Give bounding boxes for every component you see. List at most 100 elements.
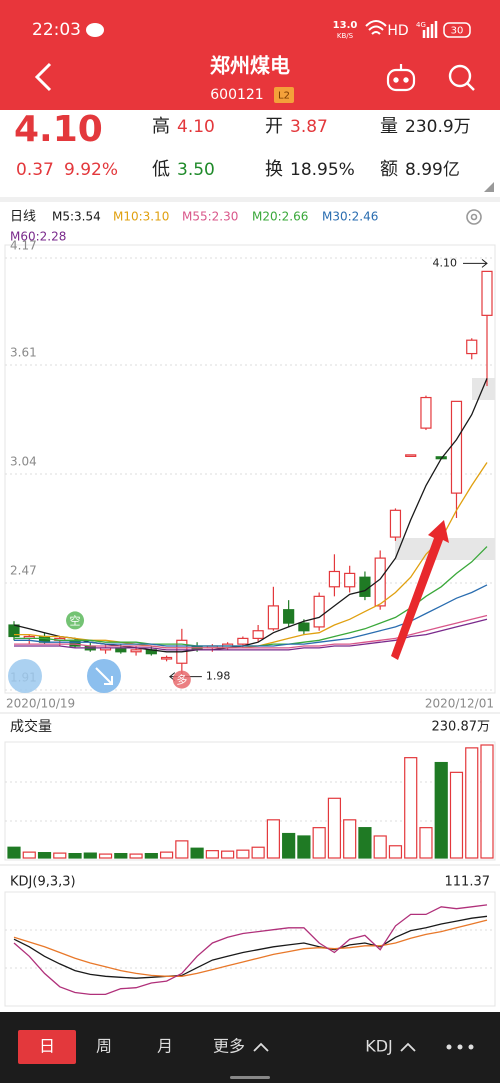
volume-frame [4, 741, 496, 861]
quote-value: 4.10 [177, 117, 215, 137]
volume-bar [175, 840, 189, 859]
quote-label: 开 [265, 116, 283, 137]
indicator-tab[interactable]: KDJ [365, 1037, 393, 1056]
volume-bar [205, 850, 219, 859]
tab[interactable]: 周 [96, 1037, 112, 1056]
volume-bar [373, 835, 387, 859]
dot [446, 1044, 452, 1050]
float-button[interactable] [8, 659, 42, 693]
candle-body [359, 576, 371, 597]
x-tick-label: 2020/10/19 [6, 697, 75, 711]
stock-name: 郑州煤电 [210, 54, 290, 78]
tab[interactable]: 日 [39, 1037, 55, 1056]
net-unit: KB/S [337, 32, 354, 40]
gear-icon [466, 209, 482, 225]
high-label: 4.10 [433, 256, 458, 269]
volume-bar [266, 819, 280, 859]
search-handle [466, 82, 475, 91]
tab[interactable]: 月 [157, 1037, 173, 1056]
candle-body [283, 609, 295, 624]
price-change-pct: 9.92% [64, 160, 118, 180]
y-tick-label: 4.17 [10, 239, 37, 253]
low-label: 1.98 [206, 670, 231, 683]
legend-entry: M10:3.10 [113, 210, 169, 224]
signal-text: 空 [70, 613, 81, 627]
volume-bar [22, 851, 36, 859]
volume-bar [297, 835, 311, 859]
caret [253, 1042, 269, 1052]
badge-bg [274, 87, 294, 103]
indicator-line [13, 904, 488, 996]
battery [443, 22, 471, 38]
legend-entry: M20:2.66 [252, 210, 308, 224]
dot [457, 1044, 463, 1050]
high-arrow [463, 258, 488, 268]
legend-entry: M30:2.46 [322, 210, 378, 224]
quote-label: 低 [152, 159, 170, 180]
range-shade [395, 538, 495, 560]
stock-code: 600121 [210, 87, 263, 103]
level-badge: L2 [278, 91, 290, 102]
quote-value: 18.95% [290, 160, 355, 180]
range-shade [472, 378, 495, 400]
legend-entry: M5:3.54 [52, 210, 101, 224]
net-speed: 13.0 [333, 20, 358, 31]
overlay [8, 520, 449, 693]
more-button[interactable] [446, 1044, 474, 1050]
volume-bar [480, 744, 494, 859]
indicator-line [14, 614, 488, 649]
candle-body [252, 630, 264, 639]
quote-label: 量 [380, 116, 398, 137]
volume-bar [190, 847, 204, 859]
robot-button[interactable] [386, 64, 416, 92]
volume-bar [221, 850, 235, 859]
y-tick-label: 3.04 [10, 455, 37, 469]
y-tick-label: 2.47 [10, 563, 37, 577]
candle-body [160, 656, 173, 660]
signal-bars [422, 21, 438, 38]
indicator-line [14, 618, 488, 651]
candle-body [466, 339, 478, 355]
quote-fields: 高 4.10 开 3.87 量 230.9万低 3.50 换 18.95% 额 8.99亿 [152, 116, 471, 180]
y-tick-label: 3.61 [10, 346, 37, 360]
indicator-line [13, 915, 488, 979]
wechat-icon [86, 23, 104, 37]
volume-bar [404, 757, 418, 859]
back-button[interactable] [34, 62, 52, 92]
divider [0, 864, 500, 866]
quote-value: 230.9万 [405, 117, 471, 137]
battery-level: 30 [451, 26, 464, 37]
price-change: 0.37 [16, 160, 54, 180]
candle-body [344, 572, 356, 588]
panel-title: KDJ(9,3,3) [10, 875, 76, 890]
volume-bar [251, 846, 265, 859]
candle-body [405, 454, 417, 457]
candle-body [450, 400, 463, 494]
header-bg [0, 0, 500, 110]
expand-icon [95, 667, 113, 685]
dot [468, 1044, 474, 1050]
robot-eye [403, 77, 409, 83]
collapse-toggle[interactable] [484, 182, 494, 192]
volume-bar [144, 852, 158, 859]
chart-layer: M5:3.54 M10:3.10 M55:2.30 M20:2.66 M30:2.46 M… [5, 210, 495, 996]
candle-body [420, 396, 432, 429]
panel-title: 成交量 [10, 718, 52, 735]
candle-body [374, 557, 386, 607]
volume-bar [327, 797, 342, 859]
signal-marker [172, 670, 191, 689]
volume-bar [434, 761, 448, 859]
candle-body [389, 509, 402, 538]
quote-label: 换 [265, 159, 283, 180]
volume-bar [98, 853, 113, 859]
volume-bar [388, 845, 403, 859]
search-icon [448, 64, 472, 88]
search-button[interactable] [448, 64, 475, 91]
kdj-frame [4, 891, 496, 1007]
wifi-icon [365, 20, 387, 35]
tab[interactable]: 更多 [213, 1037, 245, 1056]
y-tick-label: 111.37 [445, 875, 491, 890]
settings-button[interactable] [466, 209, 482, 225]
candle-body [313, 595, 325, 628]
